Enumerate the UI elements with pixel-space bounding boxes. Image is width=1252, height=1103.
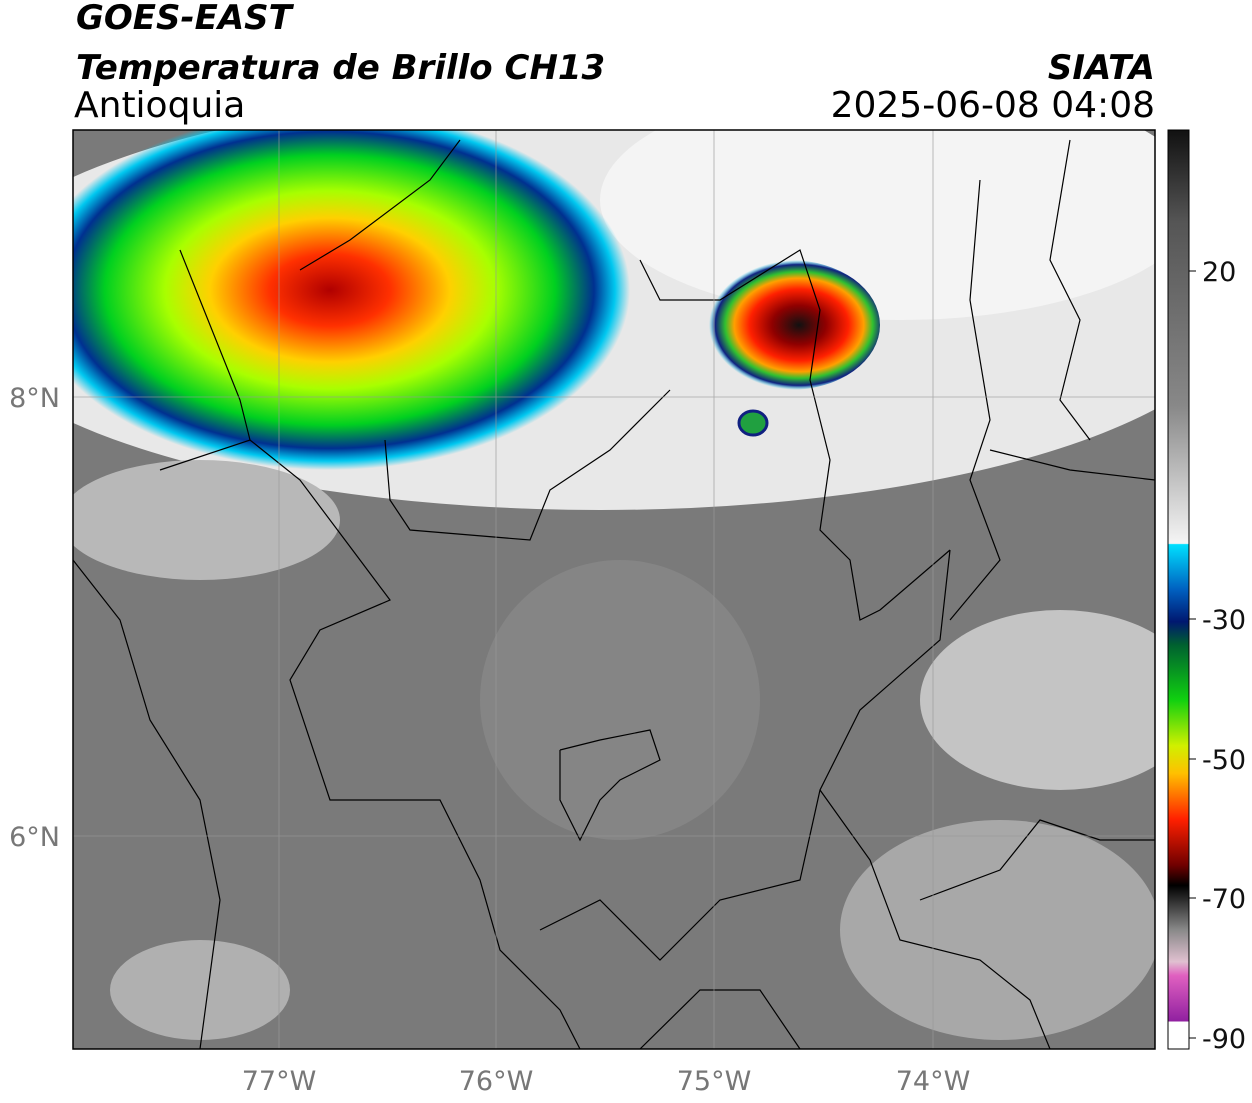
colorbar-label: -90 [1202,1024,1246,1055]
lon-label: 76°W [459,1066,534,1097]
colorbar-label: 20 [1202,257,1236,288]
subtitle: Temperatura de Brillo CH13 [76,48,605,88]
datetime: 2025-06-08 04:08 [831,85,1155,126]
colorbar-label: -70 [1202,884,1246,915]
lon-label: 75°W [677,1066,752,1097]
lon-label: 77°W [242,1066,317,1097]
lat-label: 6°N [9,822,60,853]
colorbar-label: -50 [1202,745,1246,776]
lon-label: 74°W [896,1066,971,1097]
region: Antioquia [74,85,245,126]
map-frame [72,129,1156,1050]
lat-label: 8°N [9,383,60,414]
title: GOES-EAST [76,0,295,38]
source: SIATA [1048,48,1155,88]
colorbar [1167,129,1190,1050]
colorbar-label: -30 [1202,605,1246,636]
satellite-image [73,130,1155,1049]
